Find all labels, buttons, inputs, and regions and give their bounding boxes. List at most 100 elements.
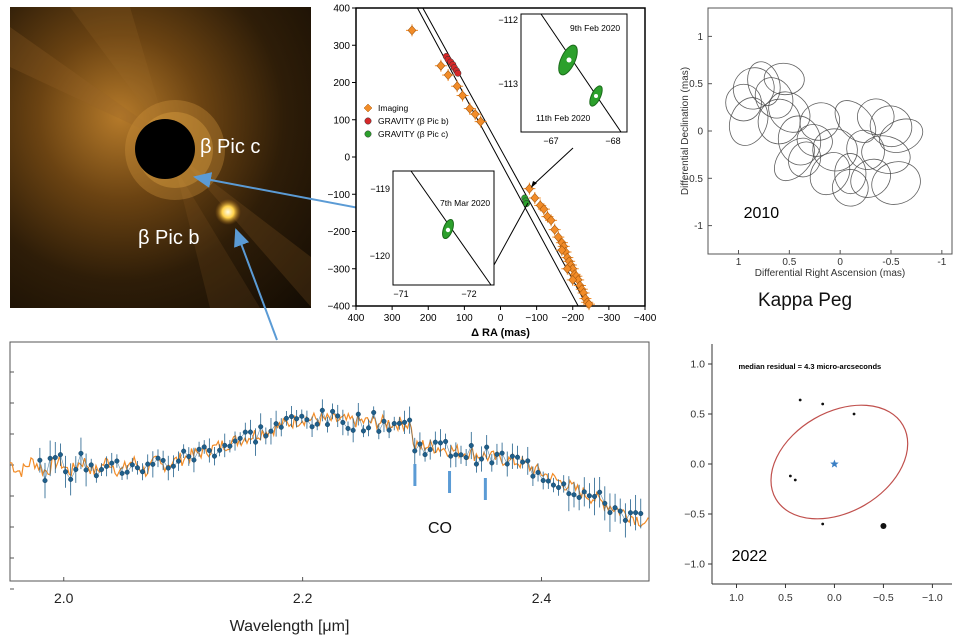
orbit-point-imaging bbox=[452, 81, 462, 92]
orbit-point-imaging bbox=[539, 204, 549, 215]
k2010-ellipse bbox=[850, 158, 891, 198]
k2010-ellipse bbox=[861, 135, 911, 174]
k2022-point bbox=[793, 478, 797, 482]
k2010-ellipse bbox=[768, 91, 811, 133]
orbit-ytick-label: 300 bbox=[333, 41, 350, 52]
k2010-xlabel: Differential Right Ascension (mas) bbox=[755, 268, 905, 279]
coronagraph-mask bbox=[135, 119, 195, 179]
orbit-xtick-label: 100 bbox=[456, 313, 473, 324]
orbit-xtick-label: 300 bbox=[384, 313, 401, 324]
orbit-ytick-label: −400 bbox=[327, 302, 350, 313]
spec-data-line bbox=[39, 409, 641, 521]
inset-feb-frame bbox=[520, 13, 628, 133]
orbit-point-imaging bbox=[443, 70, 453, 81]
orbit-legend-label: Imaging bbox=[378, 103, 409, 113]
orbit-ytick-label: 400 bbox=[333, 4, 350, 15]
orbit-xtick-label: −200 bbox=[561, 313, 584, 324]
inset-mar-ytick-label: −119 bbox=[370, 184, 390, 194]
orbit-xlabel: Δ RA (mas) bbox=[471, 327, 530, 339]
k2010-year: 2010 bbox=[744, 205, 780, 222]
orbit-point-imaging bbox=[530, 193, 540, 203]
k2022-ytick-label: 0.5 bbox=[690, 409, 705, 421]
beta-pic-image: β Pic c β Pic b bbox=[10, 7, 311, 308]
k2010-ytick-label: 1 bbox=[697, 32, 703, 43]
inset-feb-pointer bbox=[531, 147, 574, 187]
kappa-2010-chart: 1 0.5 0 -0.5 -1 1 0.5 0 -0.5 -1 Differential Right… bbox=[672, 0, 957, 285]
orbit-point-imaging bbox=[550, 224, 560, 235]
orbit-xtick-label: 0 bbox=[498, 313, 504, 324]
orbit-point-imaging bbox=[562, 263, 572, 274]
spec-xlabel: Wavelength [μm] bbox=[230, 618, 350, 635]
inset-feb-pointer-head bbox=[531, 181, 537, 188]
k2010-ellipse bbox=[777, 115, 822, 166]
orbit-legend-marker bbox=[363, 103, 373, 113]
kappa-2010-svg: 1 0.5 0 -0.5 -1 1 0.5 0 -0.5 -1 Differential Right… bbox=[680, 7, 953, 279]
k2022-point bbox=[821, 522, 825, 526]
orbit-legend-label: GRAVITY (β Pic c) bbox=[378, 129, 448, 139]
k2010-ellipse bbox=[809, 152, 851, 196]
k2022-year: 2022 bbox=[732, 548, 768, 565]
inset-mar-point bbox=[445, 227, 451, 233]
kappa-2022-chart: 1.0 0.5 0.0 −0.5 −1.0 1.0 0.5 0.0 −0.5 −1.0 median… bbox=[672, 336, 957, 637]
inset-mar-xtick-label: −71 bbox=[393, 289, 408, 299]
k2010-xtick-label: -0.5 bbox=[882, 257, 900, 268]
k2010-ellipse bbox=[832, 169, 869, 207]
k2010-ellipse bbox=[763, 62, 805, 96]
k2010-ellipse bbox=[812, 128, 858, 172]
beta-pic-b-planet bbox=[215, 199, 241, 225]
orbit-legend-marker bbox=[364, 117, 372, 125]
k2022-xtick-label: −1.0 bbox=[922, 592, 943, 604]
inset-mar-annot: 7th Mar 2020 bbox=[440, 198, 490, 208]
orbit-ytick-label: −300 bbox=[327, 264, 350, 275]
k2010-xtick-label: 0 bbox=[837, 257, 843, 268]
inset-feb-point-2 bbox=[594, 94, 598, 98]
k2022-ytick-label: −0.5 bbox=[684, 509, 705, 521]
beta-pic-c-label: β Pic c bbox=[200, 136, 260, 158]
orbit-xtick-label: −400 bbox=[634, 313, 657, 324]
spec-xtick-label: 2.2 bbox=[293, 590, 313, 606]
orbit-xtick-label: 400 bbox=[348, 313, 365, 324]
orbit-legend-marker bbox=[364, 130, 372, 138]
kappa-peg-title: Kappa Peg bbox=[758, 290, 853, 311]
kappa-2022-svg: 1.0 0.5 0.0 −0.5 −1.0 1.0 0.5 0.0 −0.5 −1.0 median… bbox=[684, 344, 952, 604]
k2022-star bbox=[830, 459, 839, 468]
k2010-ytick-label: 0.5 bbox=[689, 79, 703, 90]
orbit-ytick-label: 200 bbox=[333, 78, 350, 89]
k2010-ellipse bbox=[757, 98, 801, 145]
orbit-point-imaging bbox=[465, 103, 475, 114]
k2010-ellipse bbox=[834, 153, 867, 195]
inset-feb-point-1 bbox=[566, 57, 572, 63]
orbit-point-gravity-c bbox=[523, 200, 530, 208]
k2022-annotation: median residual = 4.3 micro-arcseconds bbox=[738, 362, 881, 371]
k2010-xtick-label: 1 bbox=[736, 257, 742, 268]
k2010-ellipse bbox=[729, 97, 769, 146]
k2010-ellipse bbox=[879, 118, 924, 153]
orbit-legend-label: GRAVITY (β Pic b) bbox=[378, 116, 449, 126]
orbit-ytick-label: 100 bbox=[333, 115, 350, 126]
inset-feb-annot-1: 9th Feb 2020 bbox=[570, 23, 620, 33]
orbit-point-imaging bbox=[568, 274, 578, 285]
orbit-point-gravity-b bbox=[454, 69, 462, 77]
k2022-xtick-label: 1.0 bbox=[729, 592, 744, 604]
orbit-xtick-label: −100 bbox=[525, 313, 548, 324]
spectrum-chart: 2.0 2.2 2.4 Wavelength [μm] CO bbox=[0, 338, 665, 637]
k2010-ellipse bbox=[725, 83, 762, 122]
orbit-point-imaging bbox=[584, 299, 594, 310]
inset-mar-ytick-label: −120 bbox=[370, 251, 390, 261]
spec-model-line bbox=[9, 411, 649, 528]
spec-xtick-label: 2.0 bbox=[54, 590, 74, 606]
k2022-xtick-label: −0.5 bbox=[873, 592, 894, 604]
inset-feb-orbit bbox=[540, 13, 622, 133]
k2022-point bbox=[798, 398, 802, 402]
inset-mar-pointer bbox=[493, 202, 529, 266]
k2010-ellipse bbox=[774, 137, 815, 182]
orbit-point-imaging bbox=[557, 245, 567, 256]
k2022-point bbox=[880, 523, 887, 529]
k2010-ellipse bbox=[799, 102, 841, 141]
k2010-ylabel: Differential Declination (mas) bbox=[680, 67, 691, 195]
orbit-point-imaging bbox=[470, 109, 480, 120]
k2010-ellipse bbox=[754, 77, 794, 119]
orbit-ytick-label: −100 bbox=[327, 190, 350, 201]
inset-feb-ytick-label: −112 bbox=[498, 15, 518, 25]
inset-mar-xtick-label: −72 bbox=[461, 289, 476, 299]
